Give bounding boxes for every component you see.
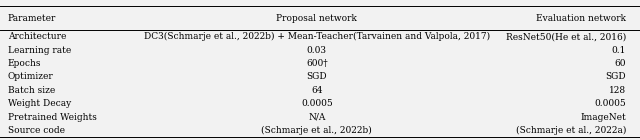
Text: 0.03: 0.03	[307, 46, 327, 55]
Text: ResNet50(He et al., 2016): ResNet50(He et al., 2016)	[506, 32, 626, 41]
Text: Pretrained Weights: Pretrained Weights	[8, 113, 97, 122]
Text: Epochs: Epochs	[8, 59, 41, 68]
Text: Weight Decay: Weight Decay	[8, 99, 71, 108]
Text: Batch size: Batch size	[8, 86, 55, 95]
Text: Source code: Source code	[8, 126, 65, 135]
Text: Learning rate: Learning rate	[8, 46, 71, 55]
Text: Optimizer: Optimizer	[8, 73, 53, 81]
Text: 0.0005: 0.0005	[301, 99, 333, 108]
Text: SGD: SGD	[307, 73, 327, 81]
Text: (Schmarje et al., 2022a): (Schmarje et al., 2022a)	[516, 126, 626, 135]
Text: 0.1: 0.1	[612, 46, 626, 55]
Text: Parameter: Parameter	[8, 14, 56, 23]
Text: 600†: 600†	[306, 59, 328, 68]
Text: 64: 64	[311, 86, 323, 95]
Text: DC3(Schmarje et al., 2022b) + Mean-Teacher(Tarvainen and Valpola, 2017): DC3(Schmarje et al., 2022b) + Mean-Teach…	[144, 32, 490, 41]
Text: 128: 128	[609, 86, 626, 95]
Text: SGD: SGD	[605, 73, 626, 81]
Text: ImageNet: ImageNet	[580, 113, 626, 122]
Text: 0.0005: 0.0005	[594, 99, 626, 108]
Text: (Schmarje et al., 2022b): (Schmarje et al., 2022b)	[261, 126, 372, 135]
Text: Architecture: Architecture	[8, 32, 66, 41]
Text: N/A: N/A	[308, 113, 326, 122]
Text: Evaluation network: Evaluation network	[536, 14, 626, 23]
Text: Proposal network: Proposal network	[276, 14, 357, 23]
Text: 60: 60	[614, 59, 626, 68]
